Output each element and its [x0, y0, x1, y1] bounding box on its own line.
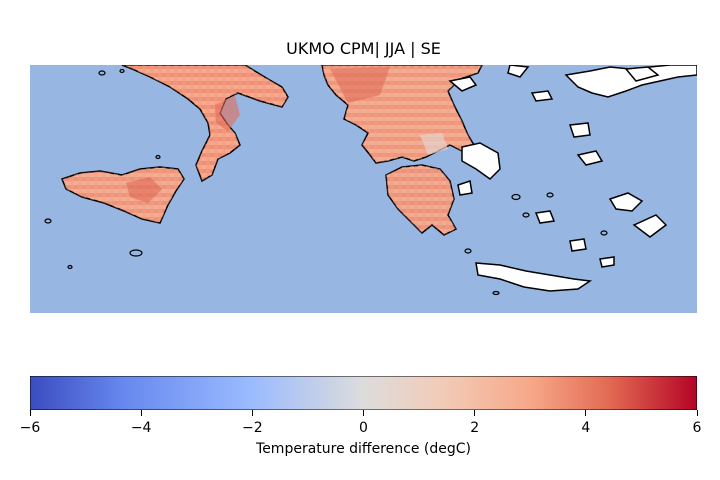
map-panel	[30, 65, 697, 313]
colorbar-gradient	[30, 376, 697, 410]
region-sicily	[61, 166, 185, 224]
unmodelled-land	[448, 65, 697, 292]
region-balkans-greece	[321, 65, 483, 164]
colorbar-tick-label: −6	[19, 420, 41, 436]
colorbar-tick-mark	[585, 410, 587, 416]
colorbar-tick-label: 6	[692, 420, 702, 436]
colorbar-tick-label: 0	[359, 420, 368, 436]
map-title: UKMO CPM| JJA | SE	[286, 39, 441, 58]
colorbar-tick-label: 4	[581, 420, 591, 436]
colorbar-tick-mark	[363, 410, 364, 416]
colorbar-tick-mark	[29, 410, 31, 416]
colorbar-label: Temperature difference (degC)	[256, 441, 471, 457]
map-svg	[30, 65, 697, 313]
small-islands	[44, 68, 608, 296]
colorbar-tick-label: 2	[470, 420, 480, 436]
colorbar-tick-mark	[251, 410, 253, 416]
colorbar-tick-label: −4	[130, 420, 152, 436]
colorbar	[30, 376, 697, 410]
region-peloponnese	[385, 164, 458, 236]
colorbar-tick-mark	[474, 410, 476, 416]
colorbar-tick-label: −2	[242, 420, 263, 436]
colorbar-tick-mark	[140, 410, 142, 416]
region-southern-italy	[121, 65, 289, 183]
colorbar-tick-mark	[696, 410, 698, 416]
